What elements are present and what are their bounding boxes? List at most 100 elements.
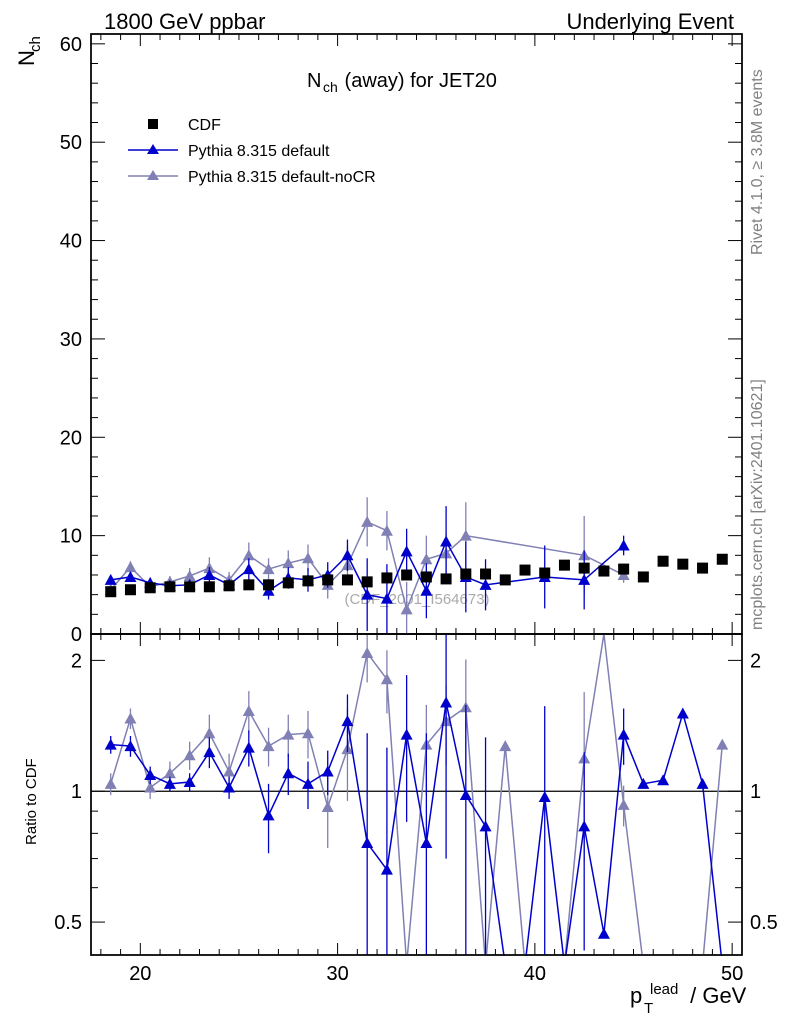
cdf-data-point — [243, 579, 255, 591]
cdf-data-point — [401, 569, 413, 581]
ratio-point — [420, 837, 433, 849]
main-point — [361, 515, 374, 527]
ratio-y-tick-label-right: 1 — [750, 781, 761, 803]
main-point — [578, 573, 591, 585]
main-y-tick-label: 20 — [60, 427, 82, 449]
legend-marker-nocr — [147, 170, 159, 180]
main-point — [479, 578, 492, 590]
main-point — [262, 563, 275, 575]
main-point — [242, 563, 255, 575]
x-axis-label-rest: / GeV — [684, 983, 747, 1008]
main-point — [420, 584, 433, 596]
cdf-data-point — [420, 571, 432, 583]
cdf-data-point — [263, 579, 275, 591]
main-y-tick-label: 30 — [60, 329, 82, 351]
cdf-data-point — [716, 553, 728, 565]
ratio-point — [163, 777, 176, 789]
main-y-tick-label: 0 — [71, 624, 82, 646]
cdf-data-point — [618, 563, 630, 575]
main-point — [104, 573, 117, 585]
x-tick-label-top: 30 — [326, 963, 348, 985]
cdf-data-point — [322, 574, 334, 586]
ratio-y-tick-label-right: 2 — [750, 650, 761, 672]
plot-title: N ch (away) for JET20 — [307, 70, 497, 95]
ratio-point — [696, 777, 709, 789]
main-point — [380, 524, 393, 536]
ratio-point — [479, 820, 492, 832]
main-point — [361, 588, 374, 600]
main-point — [617, 539, 630, 551]
x-axis-label: p T lead / GeV — [630, 981, 747, 1017]
ratio-point — [538, 790, 551, 802]
cdf-data-point — [184, 581, 196, 593]
ratio-point — [617, 798, 630, 810]
cdf-data-point — [124, 584, 136, 596]
cdf-data-point — [460, 568, 472, 580]
cdf-data-point — [164, 581, 176, 593]
cdf-data-point — [282, 577, 294, 589]
main-point — [380, 592, 393, 604]
ratio-series-line-0 — [110, 702, 724, 966]
ratio-y-tick-label: 0.5 — [54, 912, 82, 934]
y-axis-label-main: N — [14, 50, 39, 66]
ratio-point — [617, 728, 630, 740]
ratio-point — [302, 777, 314, 789]
cdf-data-point — [539, 567, 551, 579]
x-axis-label-sup: lead — [650, 981, 678, 998]
ratio-point — [262, 809, 275, 821]
cdf-data-point — [578, 562, 590, 574]
main-y-tick-label: 60 — [60, 34, 82, 56]
cdf-data-point — [381, 572, 393, 584]
main-point — [400, 545, 413, 557]
main-point — [242, 549, 255, 561]
cdf-data-point — [519, 564, 531, 576]
cdf-data-point — [558, 559, 570, 571]
ratio-point — [242, 704, 255, 716]
cdf-data-point — [499, 574, 511, 586]
ratio-point — [262, 740, 275, 752]
cdf-data-point — [105, 586, 117, 598]
ratio-point — [440, 696, 453, 708]
legend-label-default: Pythia 8.315 default — [188, 143, 330, 160]
ratio-y-axis-label: Ratio to CDF — [23, 758, 40, 845]
ratio-frame-overlay — [90, 633, 743, 956]
ratio-point — [124, 712, 137, 724]
x-tick-label-top: 20 — [129, 963, 151, 985]
legend-label-nocr: Pythia 8.315 default-noCR — [188, 169, 376, 186]
ratio-y-tick-label: 1 — [71, 781, 82, 803]
main-y-tick-label: 50 — [60, 132, 82, 154]
ratio-point — [183, 749, 196, 761]
ratio-y-tick-label-right: 0.5 — [750, 912, 778, 934]
analysis-watermark: (CDF_2001_I564673) — [344, 591, 489, 608]
ratio-point — [242, 741, 255, 753]
cdf-data-point — [480, 568, 492, 580]
plot-title-sub: ch — [323, 79, 338, 95]
ratio-point — [302, 727, 314, 739]
ratio-point — [459, 789, 472, 801]
header-right: Underlying Event — [566, 9, 734, 34]
main-point — [400, 603, 413, 615]
ratio-point — [716, 738, 729, 750]
main-point — [203, 568, 216, 580]
cdf-data-point — [598, 565, 610, 577]
main-point — [440, 535, 453, 547]
main-point — [124, 561, 137, 573]
ratio-point — [597, 927, 610, 939]
ratio-point — [183, 776, 196, 788]
ratio-point — [124, 740, 137, 752]
ratio-point — [341, 715, 354, 727]
ratio-point — [321, 765, 334, 777]
ratio-point — [400, 728, 413, 740]
legend: CDF Pythia 8.315 default Pythia 8.315 de… — [128, 117, 376, 186]
plot-title-main: N — [307, 70, 321, 92]
x-tick-label-top: 50 — [721, 963, 743, 985]
ratio-point — [637, 777, 650, 789]
ratio-point — [203, 746, 216, 758]
main-point — [124, 570, 137, 582]
header-left: 1800 GeV ppbar — [104, 9, 265, 34]
main-point — [282, 557, 295, 569]
x-axis-label-main: p — [630, 983, 642, 1008]
y-axis-label-sub: ch — [27, 36, 44, 52]
cdf-data-point — [361, 576, 373, 588]
main-point — [183, 569, 196, 581]
